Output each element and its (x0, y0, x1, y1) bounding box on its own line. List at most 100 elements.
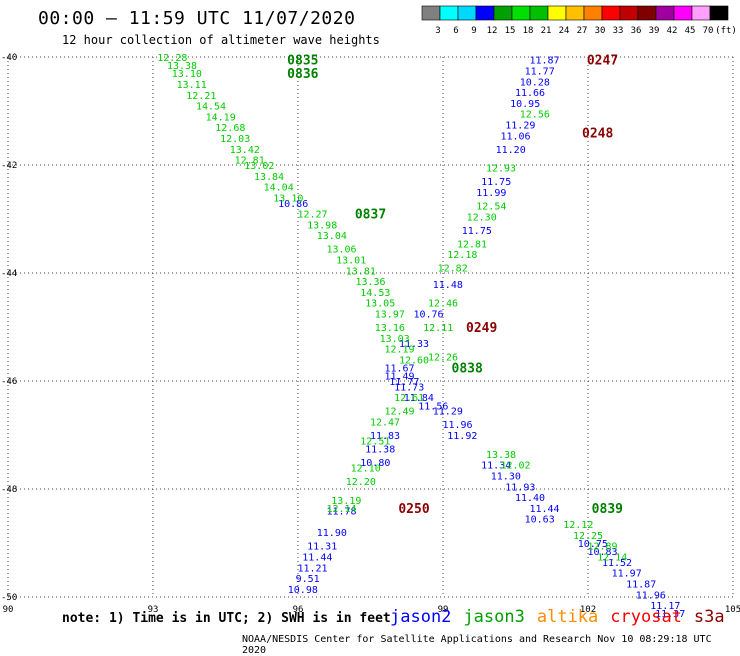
jason2-wave-height-label: 11.20 (496, 145, 526, 156)
colorbar-label: 3 (435, 26, 440, 36)
colorbar-swatch (709, 5, 729, 21)
colorbar-label: 45 (685, 26, 696, 36)
jason2-wave-height-label: 11.06 (500, 131, 530, 142)
jason3-wave-height-label: 13.42 (230, 145, 260, 156)
jason3-wave-height-label: 12.14 (326, 504, 356, 515)
jason3-wave-height-label: 13.38 (486, 450, 516, 461)
pass-number-label: 0836 (287, 67, 318, 82)
jason2-wave-height-label: 11.73 (394, 382, 424, 393)
jason3-wave-height-label: 13.02 (244, 161, 274, 172)
y-tick-label: -46 (1, 377, 17, 387)
jason3-wave-height-label: 12.02 (500, 461, 530, 472)
jason3-wave-height-label: 13.36 (355, 277, 385, 288)
jason3-wave-height-label: 13.10 (273, 193, 303, 204)
jason3-wave-height-label: 12.61 (394, 393, 424, 404)
jason3-wave-height-label: 13.38 (167, 61, 197, 72)
colorbar-label: 12 (487, 26, 498, 36)
credits-line: NOAA/NESDIS Center for Satellite Applica… (242, 634, 712, 656)
jason2-wave-height-label: 11.52 (602, 558, 632, 569)
x-tick-label: 90 (3, 605, 14, 615)
colorbar-label: 18 (523, 26, 534, 36)
jason3-wave-height-label: 12.14 (597, 553, 627, 564)
jason2-wave-height-label: 11.92 (447, 431, 477, 442)
jason2-wave-height-label: 11.33 (399, 339, 429, 350)
jason3-wave-height-label: 12.30 (467, 212, 497, 223)
jason2-wave-height-label: 10.63 (525, 515, 555, 526)
jason3-wave-height-label: 12.47 (370, 418, 400, 429)
jason2-wave-height-label: 10.86 (278, 199, 308, 210)
jason3-wave-height-label: 12.81 (457, 239, 487, 250)
jason3-wave-height-label: 12.10 (351, 463, 381, 474)
jason2-wave-height-label: 11.37 (655, 609, 685, 620)
jason3-wave-height-label: 13.16 (375, 323, 405, 334)
color-scale-bar: 3 6 9 12 15 18 21 24 27 30 33 36 39 42 45 70 (ft) (421, 5, 736, 36)
x-tick-label: 99 (438, 605, 449, 615)
colorbar-label: (ft) (715, 26, 736, 36)
jason3-wave-height-label: 13.05 (365, 299, 395, 310)
jason2-wave-height-label: 10.28 (520, 77, 550, 88)
x-tick-label: 96 (293, 605, 304, 615)
jason3-wave-height-label: 13.04 (317, 231, 347, 242)
jason3-wave-height-label: 14.54 (196, 102, 226, 113)
y-tick-label: -50 (1, 593, 17, 603)
colorbar-label: 36 (631, 26, 642, 36)
jason2-wave-height-label: 11.44 (529, 504, 559, 515)
jason3-wave-height-label: 12.18 (447, 250, 477, 261)
jason2-wave-height-label: 11.56 (418, 401, 448, 412)
jason2-wave-height-label: 11.31 (307, 542, 337, 553)
jason3-wave-height-label: 12.19 (384, 345, 414, 356)
jason2-wave-height-label: 9.51 (296, 574, 320, 585)
jason2-wave-height-label: 11.96 (442, 420, 472, 431)
jason2-wave-height-label: 11.84 (404, 393, 434, 404)
colorbar-label: 24 (559, 26, 570, 36)
jason2-wave-height-label: 11.93 (505, 482, 535, 493)
jason2-wave-height-label: 11.17 (650, 601, 680, 612)
colorbar-label: 33 (613, 26, 624, 36)
jason2-wave-height-label: 11.30 (491, 472, 521, 483)
jason3-wave-height-label: 12.03 (220, 134, 250, 145)
jason2-wave-height-label: 11.34 (481, 461, 511, 472)
jason3-wave-height-label: 13.06 (326, 245, 356, 256)
jason3-wave-height-label: 12.54 (476, 202, 506, 213)
jason3-wave-height-label: 13.81 (346, 266, 376, 277)
y-tick-label: -48 (1, 485, 17, 495)
jason3-wave-height-label: 13.11 (177, 80, 207, 91)
jason2-wave-height-label: 11.29 (433, 407, 463, 418)
pass-number-label: 0249 (466, 321, 497, 336)
jason3-wave-height-label: 12.28 (157, 53, 187, 64)
colorbar-label: 27 (577, 26, 588, 36)
pass-number-label: 0839 (592, 502, 623, 517)
jason3-wave-height-label: 13.98 (307, 220, 337, 231)
map-title: 00:00 – 11:59 UTC 11/07/2020 (38, 8, 356, 29)
jason3-wave-height-label: 14.04 (264, 183, 294, 194)
colorbar-label: 9 (471, 26, 476, 36)
colorbar-label: 30 (595, 26, 606, 36)
legend-cryosat: cryosat (610, 607, 682, 627)
jason2-wave-height-label: 10.76 (413, 310, 443, 321)
jason2-wave-height-label: 11.97 (612, 569, 642, 580)
jason2-wave-height-label: 11.78 (326, 507, 356, 518)
jason2-wave-height-label: 11.29 (505, 121, 535, 132)
jason2-wave-height-label: 11.44 (302, 553, 332, 564)
jason2-wave-height-label: 11.75 (462, 226, 492, 237)
jason2-wave-height-label: 11.87 (626, 580, 656, 591)
jason3-wave-height-label: 12.21 (186, 91, 216, 102)
jason3-wave-height-label: 12.26 (428, 353, 458, 364)
jason3-wave-height-label: 12.11 (423, 323, 453, 334)
colorbar-label: 39 (649, 26, 660, 36)
jason3-wave-height-label: 12.82 (438, 264, 468, 275)
pass-number-label: 0838 (452, 362, 483, 377)
jason2-wave-height-label: 11.77 (525, 67, 555, 78)
y-tick-label: -42 (1, 161, 17, 171)
pass-number-label: 0835 (287, 54, 318, 69)
jason2-wave-height-label: 11.21 (297, 563, 327, 574)
x-tick-label: 105 (725, 605, 740, 615)
units-note: note: 1) Time is in UTC; 2) SWH is in fe… (62, 611, 391, 626)
jason2-wave-height-label: 10.75 (578, 539, 608, 550)
legend-altika: altika (536, 607, 599, 627)
jason3-wave-height-label: 12.20 (346, 477, 376, 488)
jason3-wave-height-label: 13.97 (375, 310, 405, 321)
jason3-wave-height-label: 14.53 (360, 288, 390, 299)
jason2-wave-height-label: 11.96 (636, 590, 666, 601)
